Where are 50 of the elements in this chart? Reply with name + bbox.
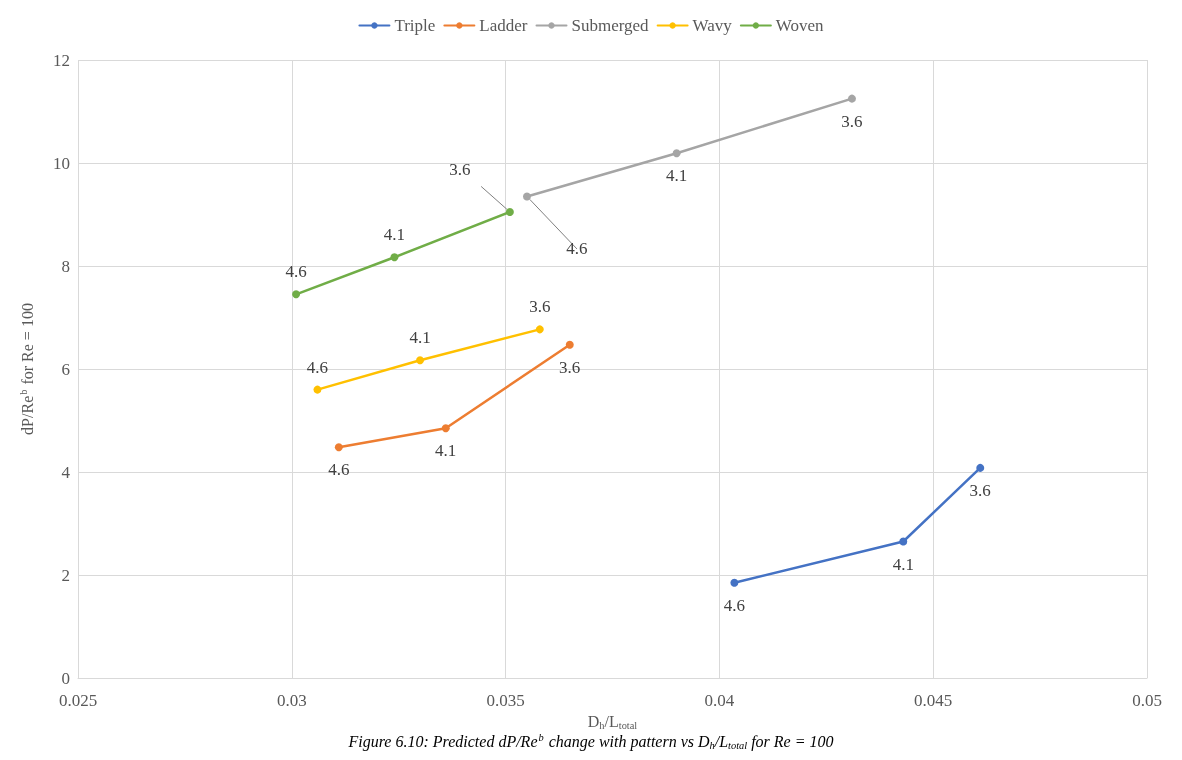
legend-label: Wavy (692, 16, 733, 35)
point (313, 385, 322, 394)
point (390, 253, 399, 262)
annotation: 3.6 (559, 357, 581, 377)
legend-label: Submerged (571, 16, 650, 35)
y-tick-label: 6 (61, 359, 70, 379)
point (730, 578, 739, 587)
annotation: 3.6 (841, 111, 863, 131)
y-tick-label: 2 (61, 565, 70, 585)
annotation: 4.6 (285, 262, 307, 282)
annotation: 3.6 (529, 297, 551, 317)
legend-label: Triple (394, 16, 436, 35)
annotation: 3.6 (449, 159, 471, 179)
point (416, 356, 425, 365)
annotation: 4.1 (435, 441, 457, 461)
x-axis-title: Dh/Ltotal (587, 713, 638, 731)
point (292, 290, 301, 299)
annotation: 4.1 (383, 225, 406, 245)
annotation: 4.6 (566, 239, 588, 259)
point (565, 340, 574, 349)
x-tick-label: 0.035 (486, 691, 525, 710)
x-tick-label: 0.045 (914, 691, 953, 710)
y-tick-label: 12 (53, 50, 70, 70)
annotation: 4.1 (409, 328, 431, 348)
y-tick-label: 0 (61, 668, 70, 688)
point (334, 443, 343, 452)
x-tick-label: 0.025 (58, 691, 98, 710)
x-tick-label: 0.03 (276, 691, 307, 710)
point (899, 537, 908, 546)
y-tick-label: 4 (61, 462, 71, 482)
point (505, 207, 514, 216)
point (522, 192, 531, 201)
x-tick-label: 0.05 (1132, 691, 1162, 710)
point (535, 325, 544, 334)
y-axis-title: dP/Reb for Re = 100 (17, 303, 36, 435)
y-tick-label: 10 (53, 153, 70, 173)
annotation: 4.6 (306, 357, 329, 377)
annotation: 4.1 (892, 554, 914, 574)
annotation: 4.6 (723, 595, 745, 615)
legend-label: Ladder (479, 16, 528, 35)
annotation: 4.1 (666, 166, 688, 186)
point (672, 149, 681, 158)
point (441, 424, 450, 433)
legend-label: Woven (775, 16, 825, 35)
annotation: 4.6 (328, 460, 350, 480)
annotation: 3.6 (969, 480, 991, 500)
point (847, 94, 856, 103)
x-tick-label: 0.04 (704, 691, 735, 710)
y-tick-label: 8 (61, 256, 70, 276)
point (976, 463, 985, 472)
